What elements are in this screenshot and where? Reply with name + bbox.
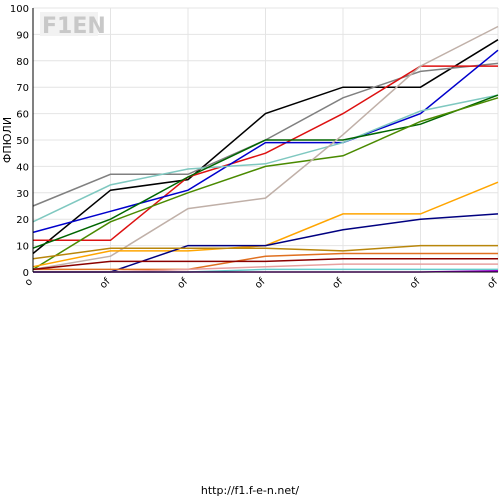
series-line [32,97,499,271]
x-tick-label: of [176,276,191,291]
series-line [33,252,498,271]
y-tick-label: 50 [16,136,29,147]
series-line [32,258,498,271]
y-tick-label: 10 [16,242,29,253]
y-tick-label: 20 [16,215,29,226]
series-line [32,94,499,249]
y-tick-label: 80 [16,57,29,68]
series-line [32,25,499,271]
y-tick-label: 100 [10,4,29,15]
axes [32,8,498,273]
y-tick-label: 60 [16,110,29,121]
series-line [32,244,498,260]
series-line [32,39,499,255]
series-line [32,94,499,223]
y-tick-label: 30 [16,189,29,200]
series-line [32,49,499,234]
f1en-logo: F1EN [40,12,106,39]
y-axis-label: ФПЮЛИ [1,117,14,163]
y-tick-label: 70 [16,83,29,94]
x-tick-label: of [98,276,113,291]
y-tick-label: 40 [16,162,29,173]
svg-text:F1EN: F1EN [42,14,106,39]
x-tick-label: of [486,276,500,291]
x-tick-label: o [23,276,35,288]
x-axis-ticks: o of of of of of of [23,276,500,291]
y-axis-ticks: 0 10 20 30 40 50 60 70 80 90 100 [10,4,29,279]
x-tick-label: of [331,276,346,291]
footer-url: http://f1.f-e-n.net/ [200,484,300,497]
x-tick-label: of [253,276,268,291]
y-tick-label: 0 [23,268,29,279]
x-tick-label: of [408,276,423,291]
y-tick-label: 90 [16,30,29,41]
